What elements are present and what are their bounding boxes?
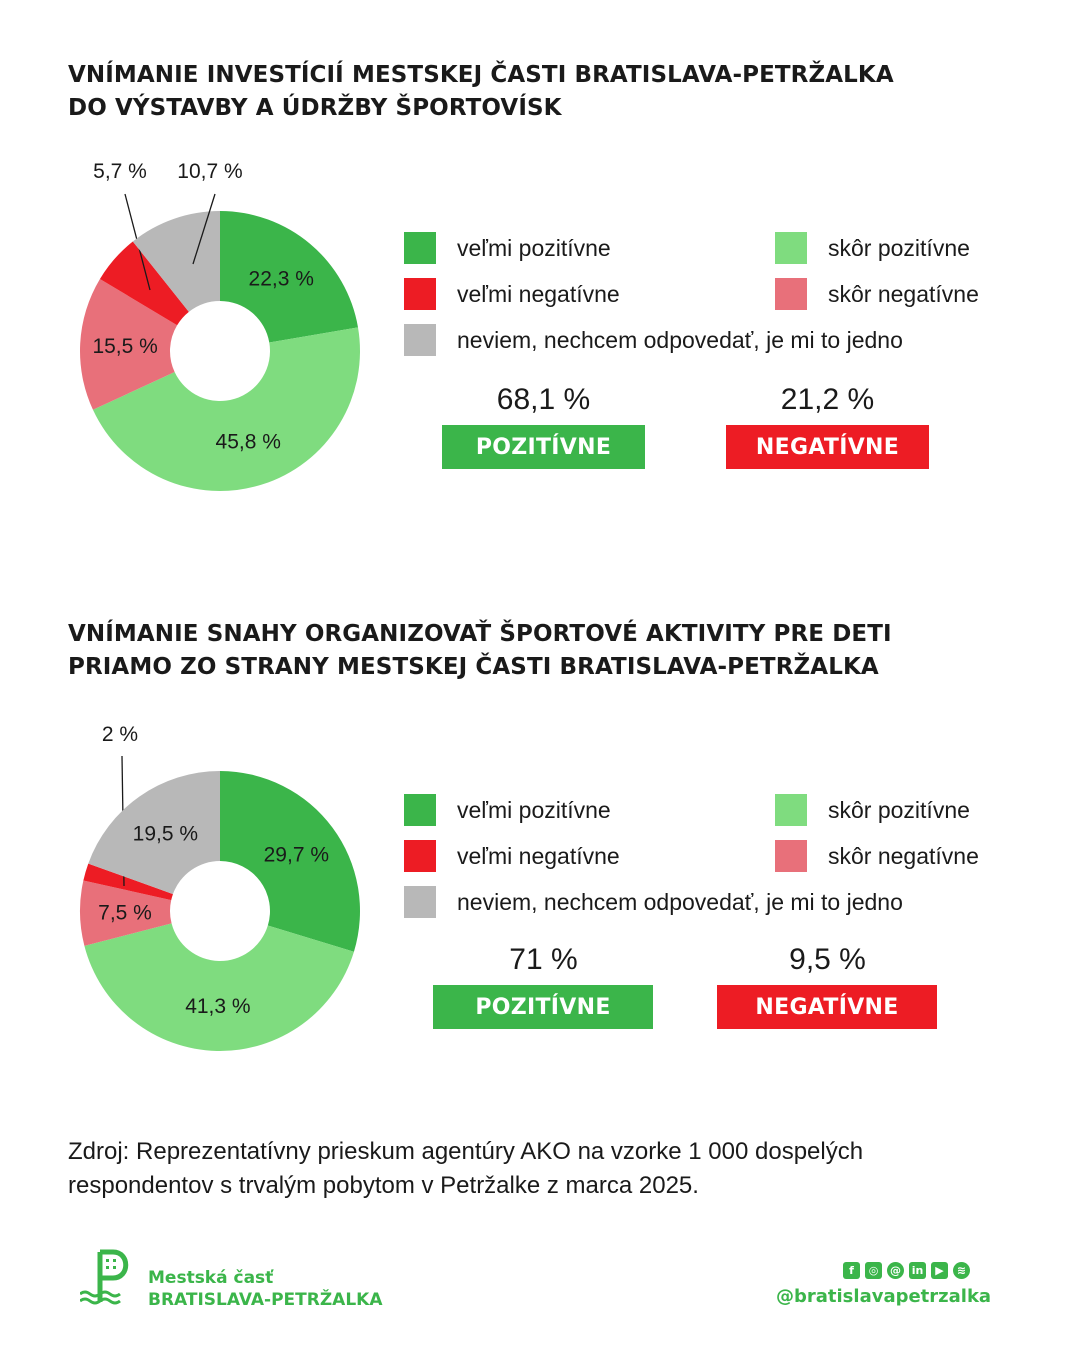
legend-swatch [404, 278, 436, 310]
donut-slice-dont_know [88, 771, 220, 895]
legend-label: skôr negatívne [828, 280, 979, 307]
slice-label-rather_negative: 7,5 % [98, 901, 152, 924]
chart-2-donut: 29,7 % 41,3 % 7,5 % 2 % 19,5 % [80, 723, 361, 1052]
legend-item-very-negative: veľmi negatívne [404, 840, 620, 872]
linkedin-icon[interactable]: in [909, 1262, 926, 1279]
threads-icon[interactable]: @ [887, 1262, 904, 1279]
legend-item-dont-know: neviem, nechcem odpovedať, je mi to jedn… [404, 324, 903, 356]
legend-swatch [404, 324, 436, 356]
chart-2-title: VNÍMANIE SNAHY ORGANIZOVAŤ ŠPORTOVÉ AKTI… [68, 621, 892, 680]
legend-swatch [775, 278, 807, 310]
chart-1-positive-value: 68,1 % [496, 383, 591, 416]
legend-swatch [775, 232, 807, 264]
legend-label: skôr pozitívne [828, 234, 970, 261]
legend-item-rather-positive: skôr pozitívne [775, 232, 970, 264]
spotify-icon[interactable]: ≋ [953, 1262, 970, 1279]
legend-item-very-positive: veľmi pozitívne [404, 232, 611, 264]
instagram-icon[interactable]: ◎ [865, 1262, 882, 1279]
legend-swatch [404, 794, 436, 826]
slice-label-very_positive: 22,3 % [249, 267, 314, 290]
donut-slice-rather_negative [80, 880, 172, 946]
donut-slice-very_negative [99, 241, 189, 326]
slice-label-rather_positive: 45,8 % [216, 431, 281, 454]
chart-2-negative-value: 9,5 % [789, 943, 866, 976]
slice-label-very_negative: 2 % [102, 723, 138, 746]
chart-2-negative-badge: NEGATÍVNE [717, 985, 937, 1029]
donut-slice-rather_negative [79, 278, 178, 410]
donut-slice-very_negative [83, 863, 173, 901]
legend-swatch [404, 886, 436, 918]
legend-swatch [775, 794, 807, 826]
legend-label: veľmi pozitívne [457, 796, 611, 823]
legend-label: veľmi pozitívne [457, 234, 611, 261]
social-icons: f ◎ @ in ▶ ≋ [843, 1262, 970, 1279]
slice-label-dont_know: 10,7 % [177, 160, 242, 183]
legend-item-rather-negative: skôr negatívne [775, 278, 979, 310]
legend-swatch [404, 232, 436, 264]
logo-text: Mestská časť BRATISLAVA-PETRŽALKA [148, 1268, 383, 1310]
legend-swatch [775, 840, 807, 872]
legend-label: skôr pozitívne [828, 796, 970, 823]
logo-icon [80, 1249, 129, 1305]
chart-1-donut: 22,3 % 45,8 % 15,5 % 5,7 % 10,7 % [79, 160, 360, 492]
chart-2-positive-badge: POZITÍVNE [433, 985, 653, 1029]
donut-slice-dont_know [132, 211, 220, 312]
legend-label: veľmi negatívne [457, 842, 620, 869]
donut-slice-rather_positive [92, 327, 360, 492]
legend-label: neviem, nechcem odpovedať, je mi to jedn… [457, 326, 903, 353]
donut-slice-very_positive [220, 211, 358, 343]
legend-item-very-positive: veľmi pozitívne [404, 794, 611, 826]
callout-line-dont_know [192, 193, 216, 265]
slice-label-very_negative: 5,7 % [93, 160, 147, 183]
chart-2-positive-value: 71 % [509, 943, 578, 976]
facebook-icon[interactable]: f [843, 1262, 860, 1279]
legend-item-very-negative: veľmi negatívne [404, 278, 620, 310]
legend-item-rather-negative: skôr negatívne [775, 840, 979, 872]
social-handle: @bratislavapetrzalka [776, 1286, 992, 1307]
legend-item-rather-positive: skôr pozitívne [775, 794, 970, 826]
chart-1-negative-value: 21,2 % [780, 383, 875, 416]
legend-swatch [404, 840, 436, 872]
slice-label-rather_positive: 41,3 % [185, 995, 250, 1018]
legend-label: skôr negatívne [828, 842, 979, 869]
chart-1-negative-badge: NEGATÍVNE [726, 425, 929, 469]
slice-label-rather_negative: 15,5 % [92, 335, 157, 358]
legend-label: neviem, nechcem odpovedať, je mi to jedn… [457, 888, 903, 915]
source-note: Zdroj: Reprezentatívny prieskum agentúry… [68, 1138, 864, 1199]
donut-slice-rather_positive [84, 923, 354, 1052]
slice-label-very_positive: 29,7 % [264, 843, 329, 866]
donut-slice-very_positive [220, 771, 361, 952]
slice-label-dont_know: 19,5 % [133, 822, 198, 845]
chart-1-title: VNÍMANIE INVESTÍCIÍ MESTSKEJ ČASTI BRATI… [68, 62, 894, 121]
chart-1-positive-badge: POZITÍVNE [442, 425, 645, 469]
legend-label: veľmi negatívne [457, 280, 620, 307]
youtube-icon[interactable]: ▶ [931, 1262, 948, 1279]
legend-item-dont-know: neviem, nechcem odpovedať, je mi to jedn… [404, 886, 903, 918]
